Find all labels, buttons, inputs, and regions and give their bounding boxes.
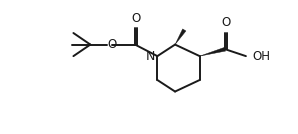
Polygon shape <box>200 47 226 56</box>
Text: OH: OH <box>252 50 270 63</box>
Text: O: O <box>107 38 117 51</box>
Polygon shape <box>175 29 186 45</box>
Text: O: O <box>131 12 141 25</box>
Text: O: O <box>222 16 231 29</box>
Text: N: N <box>146 50 155 63</box>
